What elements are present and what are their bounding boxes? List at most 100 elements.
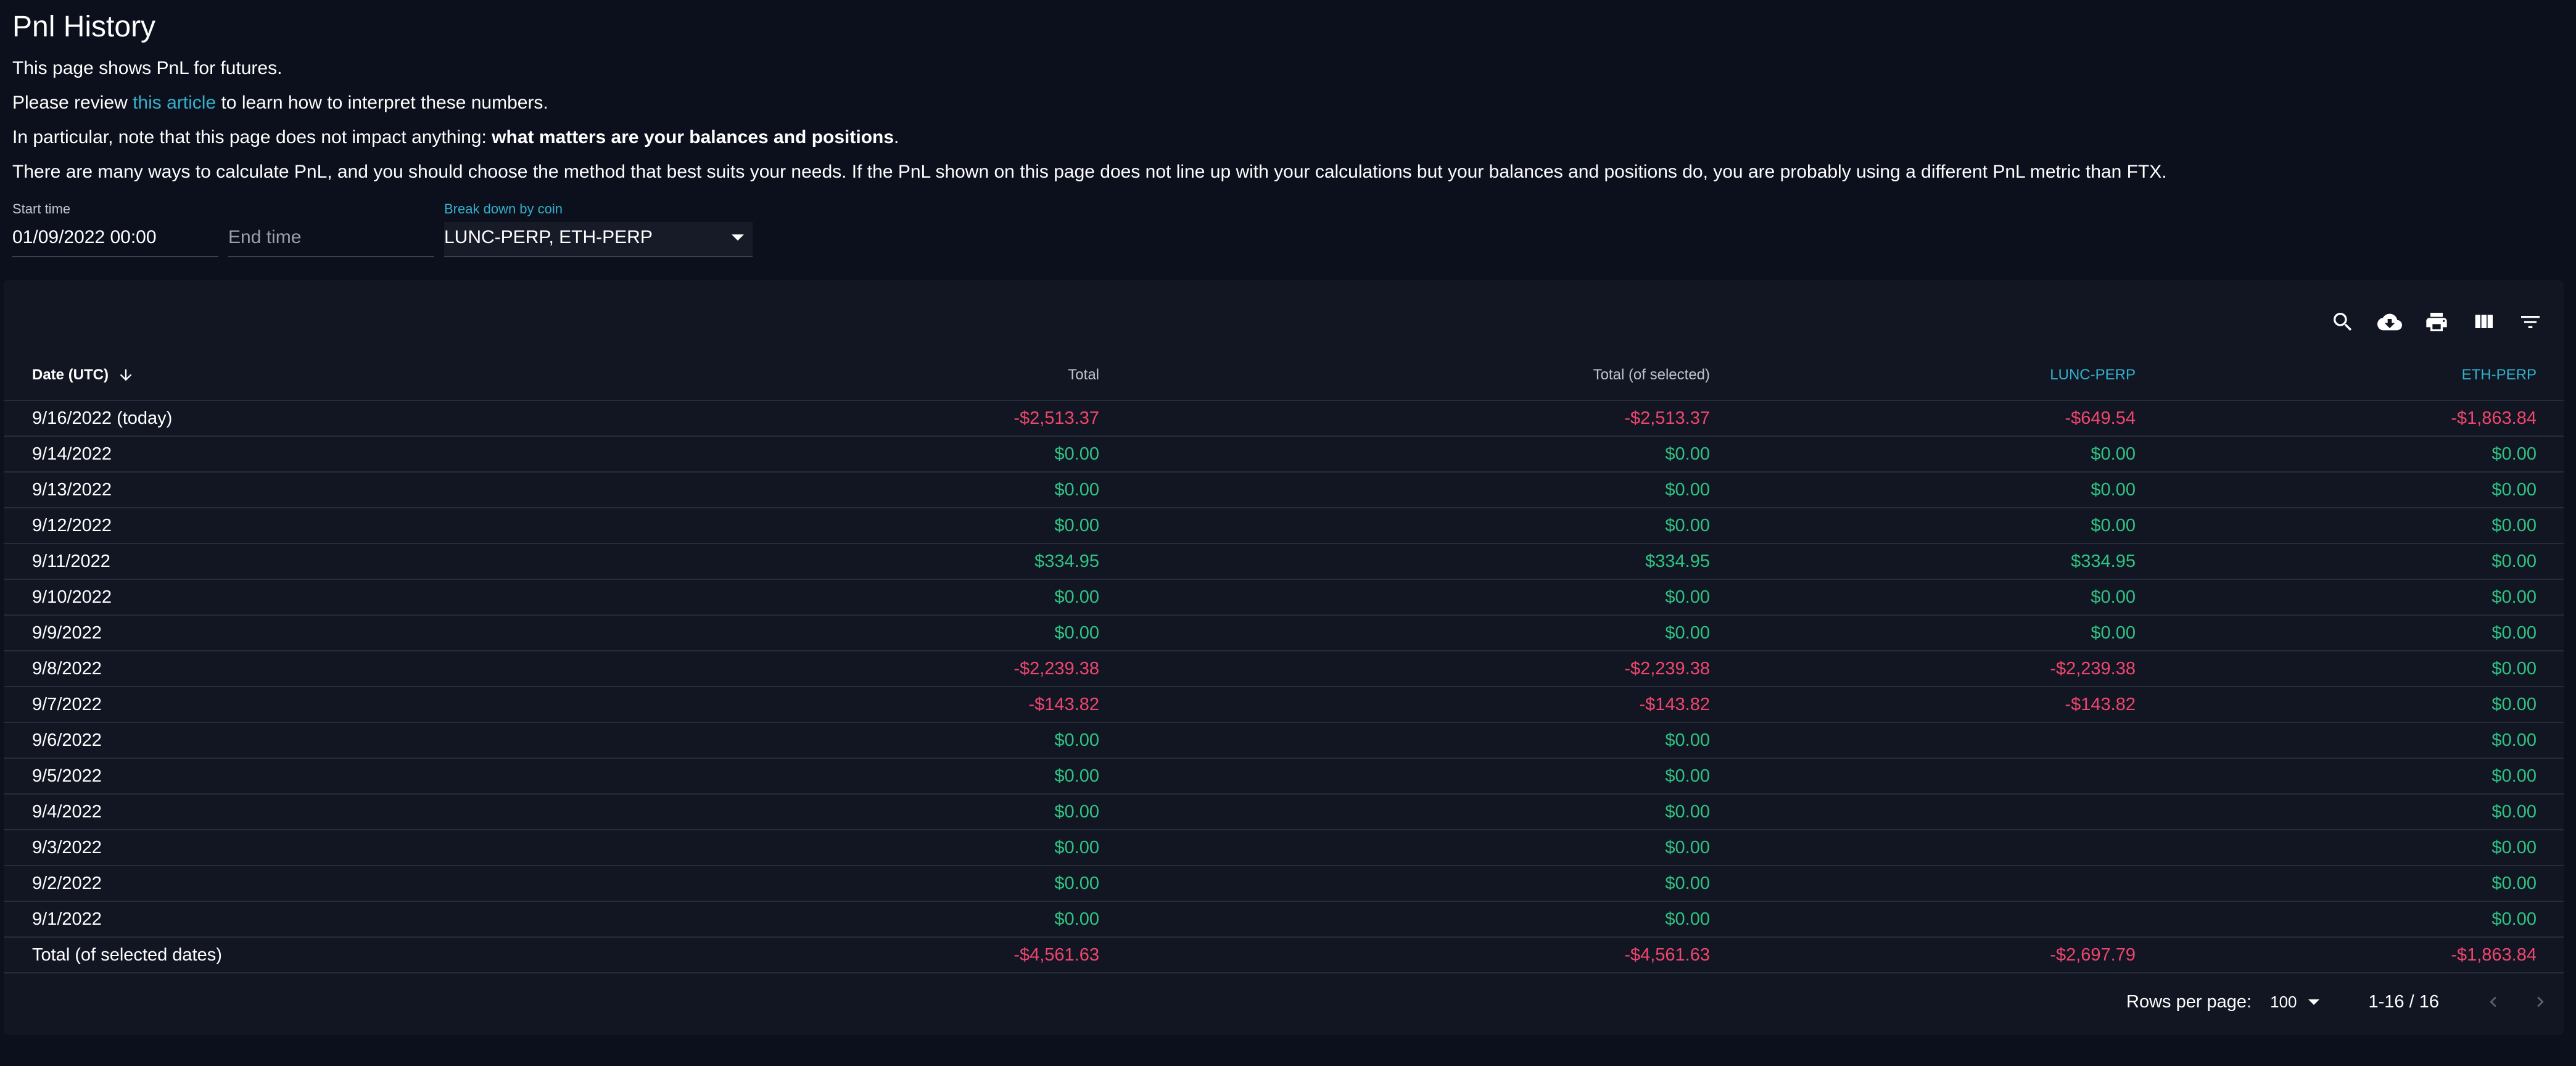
chevron-right-icon [2537, 996, 2544, 1007]
table-row: 9/10/2022 $0.00 $0.00 $0.00 $0.00 [4, 579, 2564, 616]
cell-total-selected: $0.00 [1126, 436, 1737, 473]
cell-lunc: -$2,239.38 [1737, 651, 2163, 687]
cell-total-selected: -$2,513.37 [1126, 400, 1737, 437]
table-row: 9/16/2022 (today) -$2,513.37 -$2,513.37 -$6… [4, 400, 2564, 437]
pagination-range: 1-16 / 16 [2368, 991, 2439, 1012]
cell-total: $0.00 [707, 508, 1126, 544]
view-columns-button[interactable] [2460, 299, 2507, 345]
cell-total: $0.00 [707, 615, 1126, 651]
intro-impact-before: In particular, note that this page does … [12, 127, 492, 147]
cell-date: 9/12/2022 [4, 508, 707, 544]
print-button[interactable] [2413, 299, 2460, 345]
cell-lunc: $0.00 [1737, 579, 2163, 616]
intro-methods: There are many ways to calculate PnL, an… [12, 162, 2167, 182]
end-time-input[interactable]: End time [228, 227, 302, 247]
cell-total: $0.00 [707, 436, 1126, 473]
header-lunc-perp[interactable]: LUNC-PERP [1737, 350, 2163, 401]
cell-total: -$2,239.38 [707, 651, 1126, 687]
cell-lunc: -$2,697.79 [1737, 937, 2163, 973]
table-row: 9/11/2022 $334.95 $334.95 $334.95 $0.00 [4, 543, 2564, 580]
search-button[interactable] [2319, 299, 2366, 345]
header-total[interactable]: Total [707, 350, 1126, 401]
table-row: 9/2/2022 $0.00 $0.00 $0.00 [4, 866, 2564, 902]
cell-total: $0.00 [707, 794, 1126, 830]
cell-total: $0.00 [707, 579, 1126, 616]
cell-date: Total (of selected dates) [4, 937, 707, 973]
rows-per-page-label: Rows per page: [2126, 991, 2252, 1012]
cell-lunc [1737, 722, 2163, 759]
arrow-down-icon[interactable] [117, 366, 134, 384]
intro-impact-after: . [894, 127, 899, 147]
next-page-button[interactable] [2517, 983, 2564, 1020]
table-row: 9/14/2022 $0.00 $0.00 $0.00 $0.00 [4, 436, 2564, 473]
cell-lunc [1737, 901, 2163, 938]
coin-breakdown-select[interactable]: Break down by coin LUNC-PERP, ETH-PERP [444, 200, 753, 259]
cell-total: -$2,513.37 [707, 400, 1126, 437]
cell-lunc: $0.00 [1737, 615, 2163, 651]
table-row: 9/4/2022 $0.00 $0.00 $0.00 [4, 794, 2564, 830]
table-body: 9/16/2022 (today) -$2,513.37 -$2,513.37 -$6… [4, 400, 2564, 973]
coin-breakdown-underline [444, 256, 753, 257]
intro-futures: This page shows PnL for futures. [12, 58, 283, 78]
cell-total-selected: -$143.82 [1126, 687, 1737, 723]
cell-date: 9/1/2022 [4, 901, 707, 938]
cell-eth: $0.00 [2163, 830, 2564, 866]
filter-button[interactable] [2507, 299, 2554, 345]
cell-date: 9/2/2022 [4, 866, 707, 902]
coin-breakdown-value: LUNC-PERP, ETH-PERP [444, 227, 653, 247]
end-time-field[interactable]: End time [228, 200, 434, 259]
rows-per-page-select[interactable]: 100 [2270, 993, 2319, 1012]
cell-date: 9/6/2022 [4, 722, 707, 759]
cell-total-selected: $0.00 [1126, 794, 1737, 830]
cell-date: 9/4/2022 [4, 794, 707, 830]
filter-list-icon [2521, 316, 2540, 328]
caret-down-icon [2308, 999, 2319, 1005]
this-article-link[interactable]: this article [133, 93, 217, 113]
cell-total-selected: $0.00 [1126, 579, 1737, 616]
cell-eth: $0.00 [2163, 579, 2564, 616]
cell-total-selected: $0.00 [1126, 722, 1737, 759]
cell-total: $0.00 [707, 830, 1126, 866]
table-row: 9/5/2022 $0.00 $0.00 $0.00 [4, 758, 2564, 795]
rows-per-page-value: 100 [2270, 992, 2297, 1011]
previous-page-button[interactable] [2470, 983, 2517, 1020]
cell-eth: $0.00 [2163, 615, 2564, 651]
cell-lunc: $0.00 [1737, 472, 2163, 508]
cell-date: 9/7/2022 [4, 687, 707, 723]
table-row: 9/1/2022 $0.00 $0.00 $0.00 [4, 901, 2564, 938]
cell-eth: $0.00 [2163, 866, 2564, 902]
cell-total-selected: $0.00 [1126, 758, 1737, 795]
cell-lunc [1737, 830, 2163, 866]
cell-total: $0.00 [707, 472, 1126, 508]
cell-date: 9/5/2022 [4, 758, 707, 795]
intro-review-before: Please review [12, 93, 133, 113]
coin-breakdown-label: Break down by coin [444, 201, 563, 217]
cell-total: $0.00 [707, 901, 1126, 938]
table-row: 9/9/2022 $0.00 $0.00 $0.00 $0.00 [4, 615, 2564, 651]
cell-total-selected: $0.00 [1126, 901, 1737, 938]
cell-total-selected: $334.95 [1126, 543, 1737, 580]
header-date-label: Date (UTC) [32, 366, 109, 383]
start-time-field[interactable]: Start time 01/09/2022 00:00 [12, 200, 218, 259]
table-toolbar [2319, 299, 2554, 345]
cell-eth: $0.00 [2163, 543, 2564, 580]
download-csv-button[interactable] [2366, 299, 2413, 345]
header-eth-perp[interactable]: ETH-PERP [2163, 350, 2564, 401]
cell-eth: $0.00 [2163, 508, 2564, 544]
caret-down-icon[interactable] [732, 234, 744, 241]
end-time-underline [228, 256, 434, 257]
header-date[interactable]: Date (UTC) [4, 350, 707, 401]
header-total-selected[interactable]: Total (of selected) [1126, 350, 1737, 401]
cell-total: -$4,561.63 [707, 937, 1126, 973]
cell-lunc: -$649.54 [1737, 400, 2163, 437]
pnl-table-card: Date (UTC) Total Total (of selected) LUN… [4, 280, 2564, 1035]
cell-eth: $0.00 [2163, 794, 2564, 830]
coin-breakdown-box[interactable] [444, 222, 753, 257]
cell-total-selected: $0.00 [1126, 830, 1737, 866]
table-row: 9/13/2022 $0.00 $0.00 $0.00 $0.00 [4, 472, 2564, 508]
cell-date: 9/9/2022 [4, 615, 707, 651]
cell-lunc [1737, 758, 2163, 795]
table-row: 9/6/2022 $0.00 $0.00 $0.00 [4, 722, 2564, 759]
start-time-input[interactable]: 01/09/2022 00:00 [12, 227, 157, 247]
